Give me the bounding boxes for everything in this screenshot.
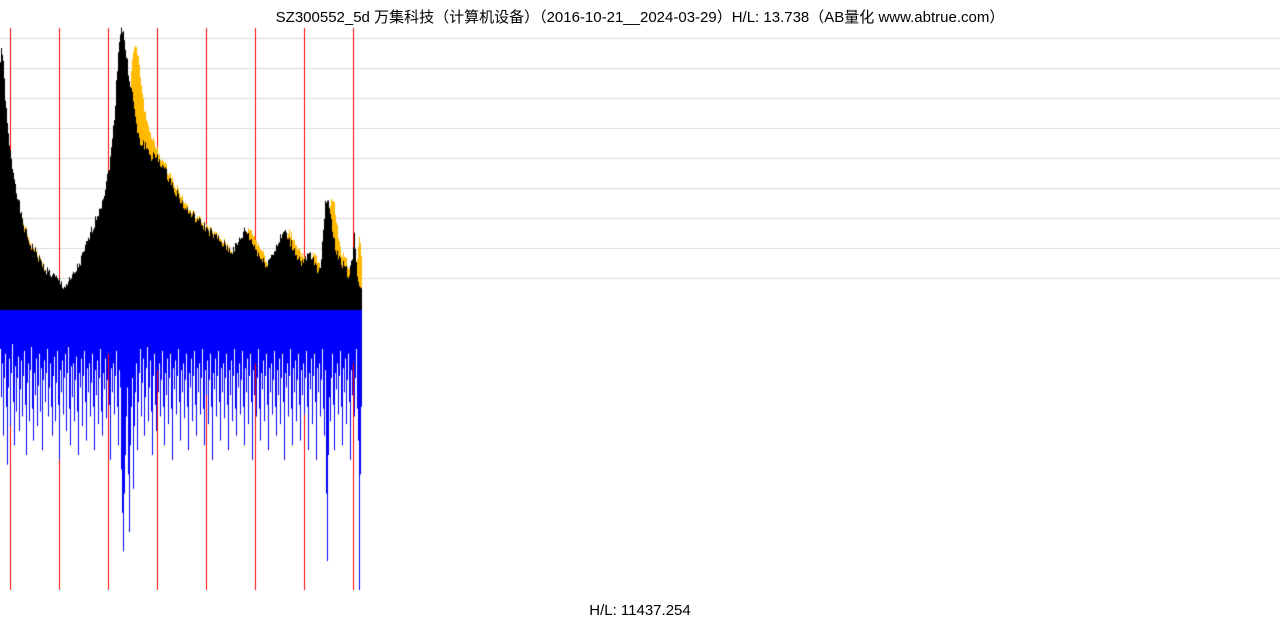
stock-chart-canvas xyxy=(0,0,1280,620)
bottom-ratio-label: H/L: 11437.254 xyxy=(0,602,1280,619)
